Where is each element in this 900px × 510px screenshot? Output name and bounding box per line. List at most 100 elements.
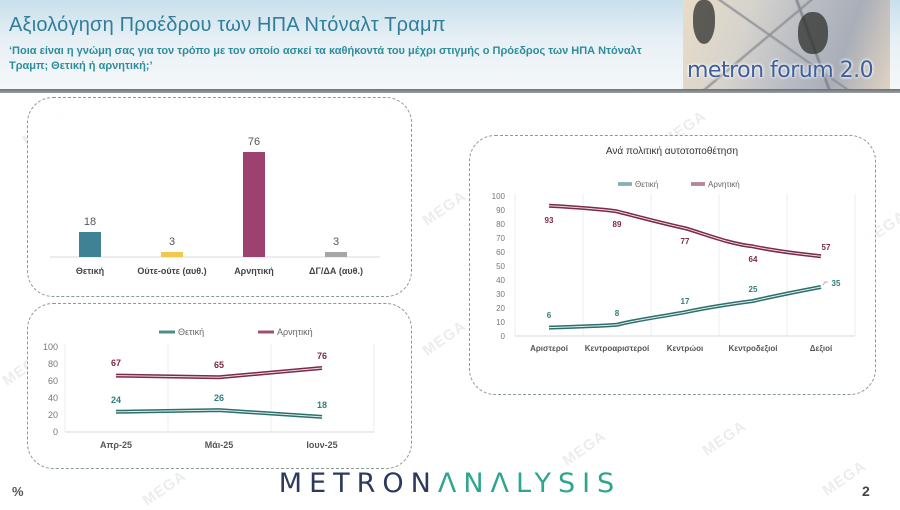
x-tick: Μάι-25 [205,440,234,450]
series-positive: 24 26 18 [111,393,327,419]
y-tick: 20 [496,304,505,313]
data-label: 24 [111,395,121,405]
unit-percent-label: % [12,484,24,499]
x-tick: Κεντροδεξιοί [729,344,778,353]
series-positive: 6 8 17 25 35 [547,279,841,330]
bar-negative: 76 Αρνητική [234,136,274,276]
label-leader-line [822,281,828,286]
data-label: 8 [615,309,620,318]
logo-metron: METRON [278,468,438,499]
y-tick: 10 [496,318,505,327]
y-tick: 0 [501,332,506,341]
bar-category-label: ΔΓ/ΔΑ (αυθ.) [309,266,363,276]
y-tick: 20 [48,410,58,420]
watermark: MEGA [699,417,750,460]
data-label: 18 [317,400,327,410]
x-tick: Δεξιοί [810,344,832,353]
data-label: 26 [214,393,224,403]
x-axis-labels: Αριστεροί Κεντροαριστεροί Κεντρώοι Κεντρ… [530,344,832,353]
chart-title: Ανά πολιτική αυτοτοποθέτηση [606,145,738,157]
y-tick: 40 [48,393,58,403]
bar-value-label: 76 [248,136,260,148]
x-tick: Απρ-25 [100,440,132,450]
metron-forum-logo: metron forum 2.0 [683,0,890,89]
data-label: 57 [822,243,831,252]
series-negative: 93 89 77 64 57 [545,203,831,264]
data-label: 35 [832,279,841,288]
y-tick: 100 [492,192,506,201]
legend-label-negative: Αρνητική [708,180,740,189]
y-tick: 0 [53,427,58,437]
bar-dont-know: 3 ΔΓ/ΔΑ (αυθ.) [309,236,363,276]
overall-rating-bar-chart: 18 Θετική 3 Ούτε-ούτε (αυθ.) 76 Αρνητική… [50,136,380,276]
watermark: MEGA [559,427,610,470]
x-tick: Κεντροαριστεροί [585,344,649,353]
line-negative-inner [115,367,323,378]
y-tick: 70 [496,234,505,243]
data-label: 89 [613,220,622,229]
page-number: 2 [862,483,870,499]
slide-title: Αξιολόγηση Προέδρου των ΗΠΑ Ντόναλτ Τραμ… [9,14,446,36]
legend: Θετική Αρνητική [159,327,313,337]
political-position-line-chart: Ανά πολιτική αυτοτοποθέτηση Θετική Αρνητ… [492,145,856,353]
gridlines [514,194,856,337]
line-positive-outer [548,285,822,330]
logo-photo-figure [693,0,715,44]
gridlines [64,344,375,433]
political-position-line-chart-panel: Ανά πολιτική αυτοτοποθέτηση Θετική Αρνητ… [469,135,876,395]
y-tick: 80 [48,359,58,369]
bar-neutral: 3 Ούτε-ούτε (αυθ.) [137,236,206,276]
data-label: 77 [681,237,690,246]
line-positive-inner [115,409,323,418]
y-axis: 100 80 60 40 20 0 [43,342,58,437]
legend-label-positive: Θετική [178,327,204,337]
bar-category-label: Ούτε-ούτε (αυθ.) [137,266,206,276]
y-tick: 100 [43,342,58,352]
logo-photo-figure [798,12,828,54]
legend: Θετική Αρνητική [618,180,740,189]
bar-category-label: Θετική [76,266,104,276]
monthly-trend-line-chart: Θετική Αρνητική 100 80 60 40 20 0 67 65 … [43,327,375,450]
y-tick: 30 [496,290,505,299]
data-label: 25 [749,285,758,294]
bar [325,252,347,257]
watermark: MEGA [419,317,470,360]
bar-category-label: Αρνητική [234,266,274,276]
y-tick: 50 [496,262,505,271]
data-label: 65 [214,360,224,370]
watermark: MEGA [419,187,470,230]
series-negative: 67 65 76 [111,351,327,380]
line-negative-inner [548,205,822,257]
bar-positive: 18 Θετική [76,216,104,276]
x-tick: Ιουν-25 [306,440,337,450]
logo-text: metron forum 2.0 [687,58,874,83]
y-tick: 80 [496,220,505,229]
data-label: 76 [317,351,327,361]
line-negative-outer [548,203,822,259]
metron-analysis-logo: METRONΛNΛLYSIS [0,468,900,499]
header-divider [0,89,900,93]
y-tick: 60 [48,376,58,386]
x-tick: Κεντρώοι [667,344,703,353]
logo-analysis: ΛNΛLYSIS [437,468,622,499]
bar [161,252,183,257]
overall-rating-bar-chart-panel: 18 Θετική 3 Ούτε-ούτε (αυθ.) 76 Αρνητική… [27,97,412,297]
slide-header: Αξιολόγηση Προέδρου των ΗΠΑ Ντόναλτ Τραμ… [0,0,900,90]
bar [243,152,265,257]
data-label: 64 [749,255,758,264]
y-tick: 90 [496,206,505,215]
y-tick: 40 [496,276,505,285]
bar-value-label: 3 [169,236,175,248]
x-axis-labels: Απρ-25 Μάι-25 Ιουν-25 [100,440,338,450]
data-label: 6 [547,311,552,320]
line-positive-inner [548,286,822,329]
y-axis: 100 90 80 70 60 50 40 30 20 10 0 [492,192,506,341]
y-tick: 60 [496,248,505,257]
bar [79,232,101,257]
monthly-trend-line-chart-panel: Θετική Αρνητική 100 80 60 40 20 0 67 65 … [27,303,412,469]
legend-label-positive: Θετική [635,180,658,189]
bar-value-label: 3 [333,236,339,248]
bar-value-label: 18 [84,216,96,228]
data-label: 93 [545,216,554,225]
legend-label-negative: Αρνητική [277,327,313,337]
